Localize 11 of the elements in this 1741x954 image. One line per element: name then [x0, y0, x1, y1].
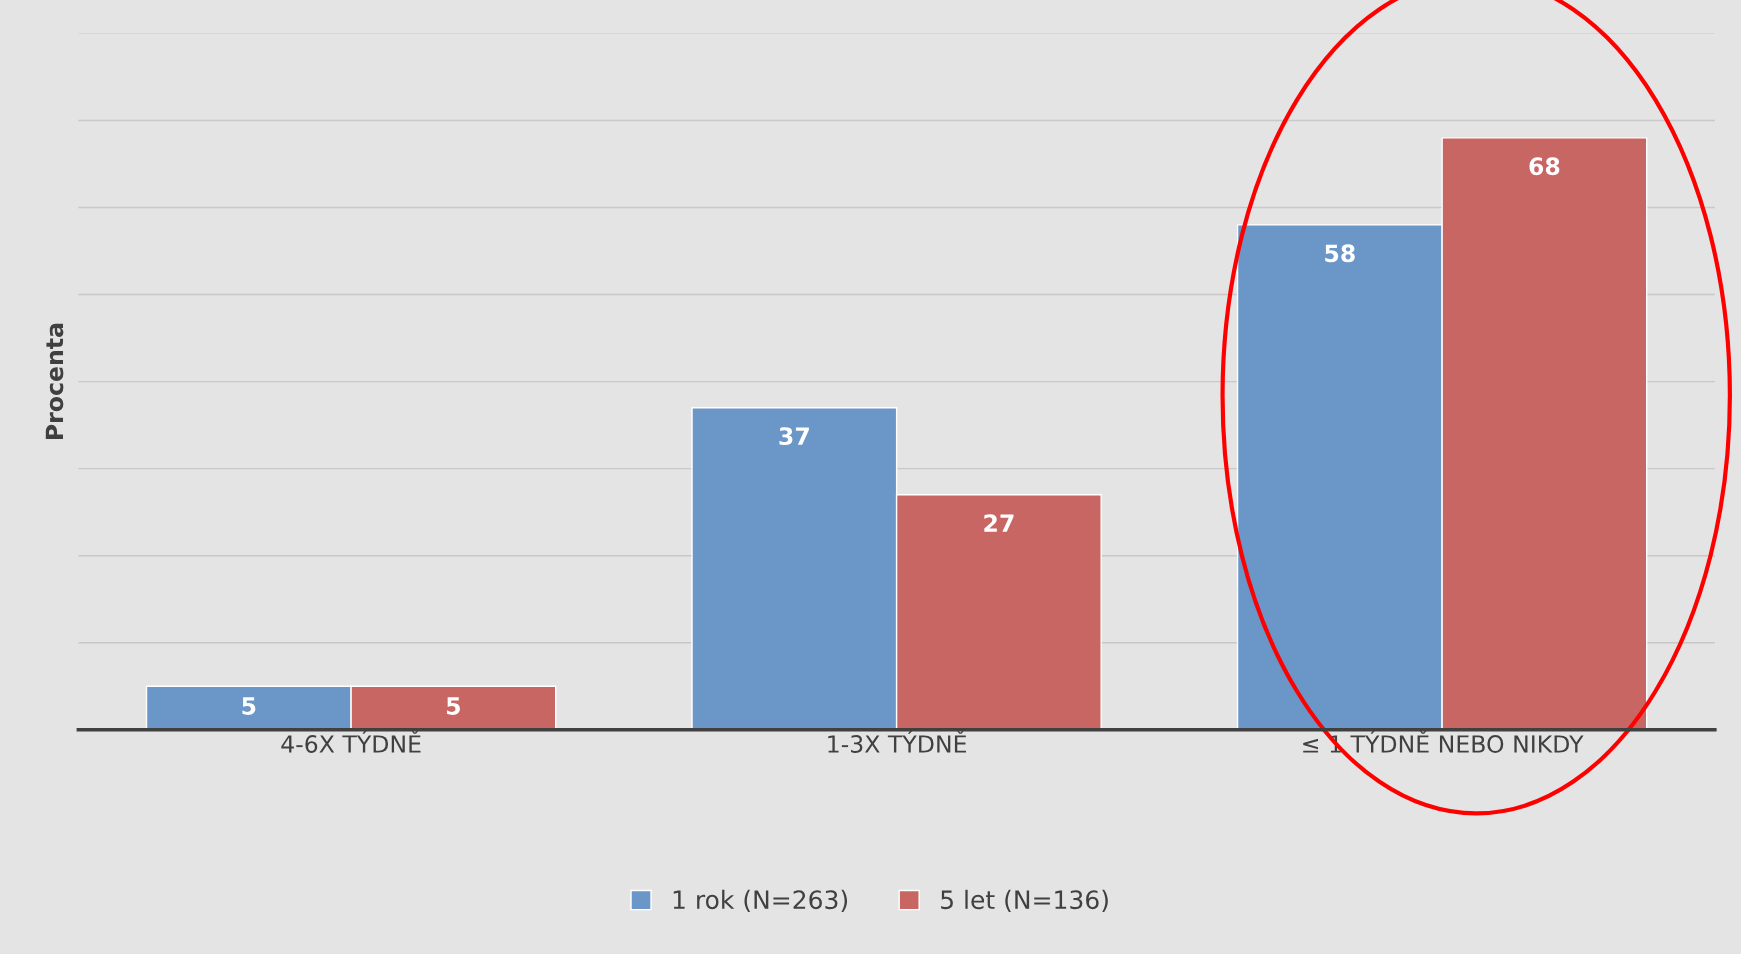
legend-label: 1 rok (N=263): [673, 889, 848, 913]
x-tick-label: 1-3X TÝDNĚ: [828, 730, 967, 753]
legend-label: 5 let (N=136): [941, 889, 1108, 913]
x-tick-label: 4-6X TÝDNĚ: [281, 730, 421, 753]
y-axis-title: Procenta: [45, 323, 64, 440]
data-label: 37: [779, 427, 809, 446]
data-label: 58: [1325, 244, 1355, 263]
data-label: 68: [1529, 157, 1560, 176]
data-label: 5: [242, 697, 256, 715]
data-label: 27: [984, 514, 1014, 532]
data-label: 5: [446, 697, 460, 715]
